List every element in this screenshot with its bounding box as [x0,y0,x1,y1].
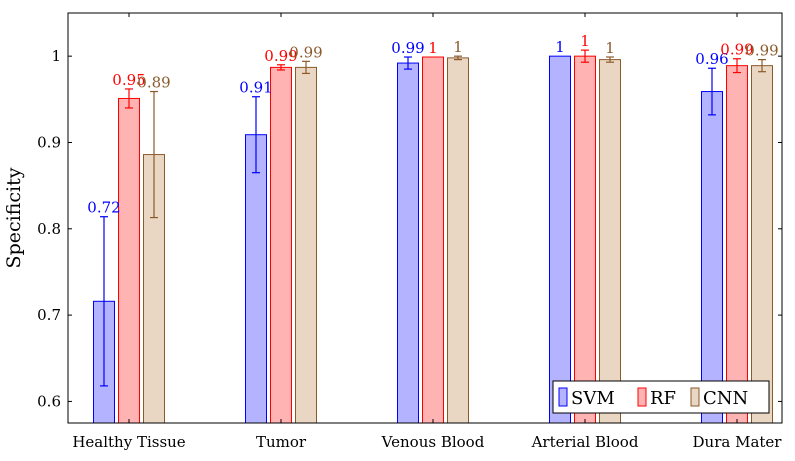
x-category-label: Tumor [256,433,307,451]
data-label-rf: 1 [580,32,590,50]
x-category-label: Venous Blood [381,433,485,451]
data-label-cnn: 1 [453,38,463,56]
bar-cnn [295,66,317,424]
bar-svm [397,62,419,424]
data-label-svm: 0.91 [239,79,272,97]
data-label-svm: 0.96 [695,50,728,68]
bar-cnn [599,59,621,424]
x-category-label: Healthy Tissue [72,433,185,451]
legend-label-svm: SVM [571,388,615,409]
bar-rf [118,97,140,424]
y-tick-label: 0.7 [37,306,61,324]
legend-swatch-rf [637,387,647,407]
data-label-rf: 1 [428,39,438,57]
legend-swatch-svm [558,387,568,407]
bar-rf [270,66,292,424]
data-labels-layer: 0.720.950.89 0.910.990.99 0.99 1 1 1 1 10.960.9… [87,32,778,217]
bar-svm [701,91,723,424]
data-label-rf: 0.99 [264,47,297,65]
data-label-cnn: 0.99 [745,42,778,60]
bars-layer [93,55,773,424]
y-tick-label: 0.8 [37,220,61,238]
legend-box [552,380,770,414]
bar-cnn [751,65,773,424]
data-label-svm: 0.72 [87,199,120,217]
data-label-svm: 0.99 [391,39,424,57]
y-tick-label: 1 [51,47,61,65]
data-label-rf: 0.95 [112,71,145,89]
bar-rf [422,56,444,424]
data-label-cnn: 1 [605,39,615,57]
data-label-svm: 1 [555,38,565,56]
legend-label-rf: RF [650,388,676,409]
bar-cnn [447,57,469,424]
bar-svm [549,55,571,424]
legend-swatch-cnn [690,387,700,407]
legend: SVM RF CNN [552,380,770,414]
bar-rf [726,65,748,424]
bar-svm [245,134,267,424]
y-tick-label: 0.6 [37,392,61,410]
x-category-label: Arterial Blood [531,433,639,451]
bar-rf [574,55,596,424]
data-label-cnn: 0.89 [137,74,170,92]
data-label-rf: 0.99 [720,41,753,59]
x-category-label: Dura Mater [693,433,783,451]
legend-label-cnn: CNN [703,388,748,409]
y-axis-title: Specificity [3,167,25,268]
y-tick-label: 0.9 [37,133,61,151]
data-label-cnn: 0.99 [289,43,322,61]
error-bars-layer [100,49,766,387]
plot-frame [67,12,783,424]
